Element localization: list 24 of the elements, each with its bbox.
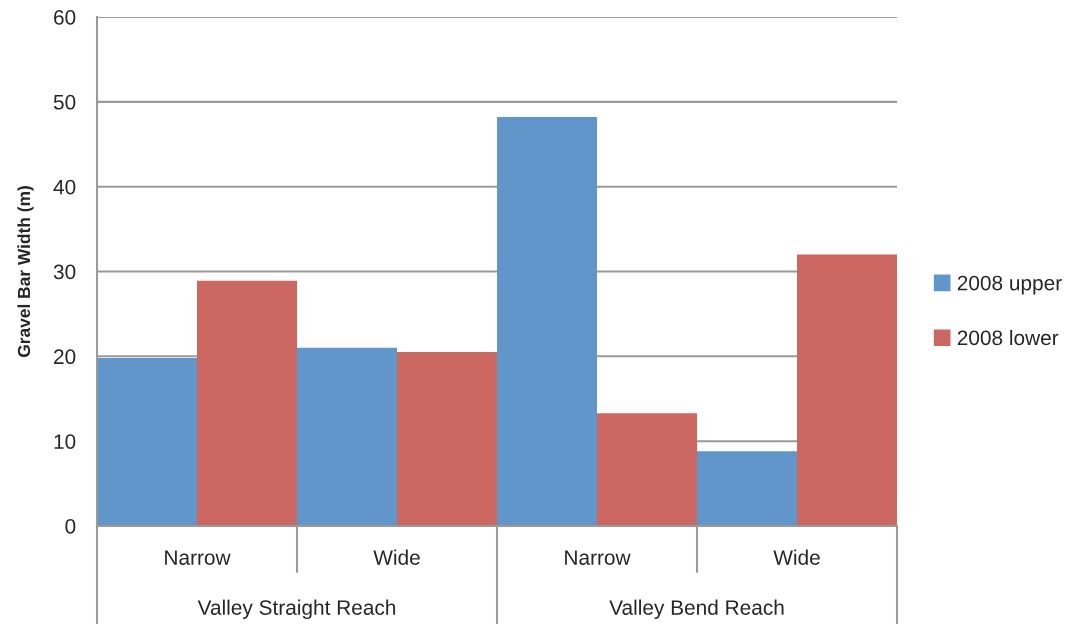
y-tick-label: 20 — [54, 349, 76, 365]
x-tick-label: Wide — [373, 549, 420, 565]
legend-label: 2008 lower — [957, 329, 1059, 346]
y-axis-title: Gravel Bar Width (m) — [17, 186, 34, 358]
bar — [197, 280, 297, 526]
bar — [497, 117, 597, 526]
bar — [97, 358, 197, 526]
bar — [797, 254, 897, 526]
y-tick-label: 10 — [54, 434, 76, 449]
x-tick-label: Wide — [773, 549, 820, 565]
bar — [597, 413, 697, 526]
x-tick-label: Narrow — [165, 550, 231, 565]
text: Valley Straight Reach — [197, 599, 396, 620]
legend-label: 2008 upper — [957, 275, 1062, 295]
bar — [397, 352, 497, 526]
y-tick-label: 60 — [54, 10, 76, 25]
y-tick-label: 0 — [65, 519, 76, 534]
bar — [697, 451, 797, 526]
y-tick-label: 40 — [53, 179, 76, 195]
text: Valley Bend Reach — [609, 599, 784, 620]
x-tick-label: Narrow — [565, 550, 631, 565]
y-tick-label: 30 — [53, 264, 76, 280]
bar — [297, 347, 397, 526]
y-tick-label: 50 — [53, 94, 76, 110]
